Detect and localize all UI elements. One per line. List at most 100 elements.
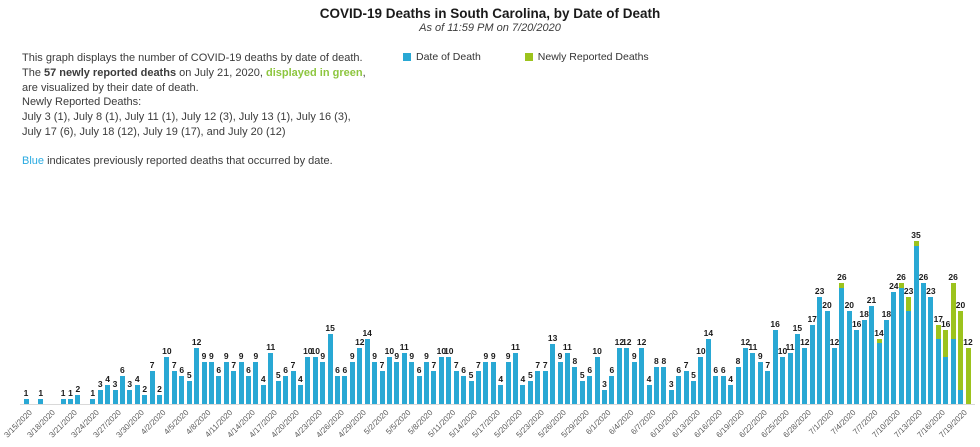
bar-segment-date-of-death bbox=[891, 292, 897, 404]
bar-segment-date-of-death bbox=[535, 371, 541, 404]
bar-segment-date-of-death bbox=[246, 376, 251, 404]
bar-segment-date-of-death bbox=[846, 310, 852, 404]
bar-segment-date-of-death bbox=[691, 380, 696, 404]
bar-segment-date-of-death bbox=[639, 348, 645, 404]
bar bbox=[780, 357, 785, 404]
bar-segment-date-of-death bbox=[735, 366, 741, 404]
bar-value-label: 5 bbox=[275, 369, 281, 380]
bar-segment-date-of-death bbox=[490, 362, 496, 404]
bar bbox=[431, 371, 437, 404]
bar-value-label: 4 bbox=[105, 374, 110, 385]
bar-segment-date-of-death bbox=[157, 394, 162, 404]
x-axis-line bbox=[20, 404, 975, 405]
bar-value-label: 5 bbox=[579, 369, 585, 380]
bar bbox=[238, 362, 244, 404]
bar-value-label: 11 bbox=[511, 341, 520, 352]
bar-segment-date-of-death bbox=[357, 348, 363, 404]
bar-value-label: 7 bbox=[431, 360, 437, 371]
bar-value-label: 1 bbox=[68, 388, 73, 399]
bar-segment-date-of-death bbox=[609, 376, 615, 404]
bar bbox=[965, 348, 971, 404]
bar-value-label: 4 bbox=[520, 374, 526, 385]
bar bbox=[668, 390, 674, 404]
bar bbox=[832, 348, 837, 404]
bar-segment-date-of-death bbox=[513, 352, 518, 404]
bar bbox=[550, 343, 556, 404]
bar-segment-newly-reported bbox=[935, 324, 941, 339]
bar-value-label: 12 bbox=[963, 337, 973, 348]
bar-value-label: 9 bbox=[557, 351, 563, 362]
bar-value-label: 11 bbox=[266, 341, 276, 352]
bar bbox=[602, 390, 607, 404]
bar bbox=[246, 376, 251, 404]
bar-segment-date-of-death bbox=[950, 338, 956, 404]
bar-segment-date-of-death bbox=[68, 399, 73, 404]
bar bbox=[275, 380, 281, 404]
bar-value-label: 3 bbox=[112, 379, 118, 389]
bar-segment-date-of-death bbox=[772, 329, 778, 404]
bar bbox=[564, 352, 570, 404]
bar-segment-date-of-death bbox=[542, 371, 548, 404]
bar-value-label: 6 bbox=[720, 365, 726, 376]
bar-segment-date-of-death bbox=[661, 366, 667, 404]
bar-value-label: 7 bbox=[149, 360, 155, 371]
bar-value-label: 23 bbox=[903, 285, 914, 296]
bar-value-label: 18 bbox=[859, 309, 869, 320]
bar bbox=[208, 362, 214, 404]
bar-segment-date-of-death bbox=[327, 334, 333, 404]
bar-segment-date-of-death bbox=[505, 362, 511, 404]
bar bbox=[290, 371, 296, 404]
bar-segment-date-of-death bbox=[379, 371, 385, 404]
bar-segment-date-of-death bbox=[290, 371, 296, 404]
bar bbox=[943, 329, 949, 405]
bar-segment-date-of-death bbox=[171, 371, 177, 404]
bar bbox=[216, 376, 222, 404]
bar-segment-date-of-death bbox=[142, 394, 148, 404]
bar-value-label: 14 bbox=[703, 327, 714, 338]
bar bbox=[854, 329, 860, 404]
bar-segment-newly-reported bbox=[913, 241, 919, 246]
bar-value-label: 9 bbox=[757, 351, 763, 362]
bar-value-label: 20 bbox=[955, 299, 966, 310]
bar bbox=[357, 348, 363, 404]
bar-value-label: 12 bbox=[355, 337, 365, 348]
bar-segment-date-of-death bbox=[186, 380, 192, 404]
bar-value-label: 3 bbox=[127, 379, 133, 389]
bar-value-label: 23 bbox=[814, 285, 825, 296]
bar-value-label: 5 bbox=[468, 369, 474, 380]
bar bbox=[653, 366, 659, 404]
bar bbox=[483, 362, 489, 404]
bar-segment-date-of-death bbox=[23, 399, 29, 404]
bar-value-label: 4 bbox=[260, 374, 266, 385]
bar bbox=[75, 394, 81, 404]
bar-value-label: 13 bbox=[547, 332, 558, 343]
bar-value-label: 12 bbox=[740, 337, 751, 348]
bar-value-label: 20 bbox=[822, 299, 832, 310]
bar-segment-date-of-death bbox=[105, 385, 111, 404]
bar-segment-date-of-death bbox=[475, 371, 481, 404]
bar bbox=[253, 362, 259, 404]
bar bbox=[646, 385, 652, 404]
description-block: This graph displays the number of COVID-… bbox=[22, 51, 372, 169]
bar-value-label: 8 bbox=[654, 355, 659, 366]
bar-segment-newly-reported bbox=[906, 296, 912, 311]
bar-segment-date-of-death bbox=[179, 376, 185, 404]
bar-segment-date-of-death bbox=[928, 296, 934, 404]
bar bbox=[817, 296, 823, 404]
bar bbox=[312, 357, 318, 404]
bar bbox=[379, 371, 385, 404]
bar-value-label: 6 bbox=[216, 365, 222, 376]
bar-segment-date-of-death bbox=[631, 362, 637, 404]
bar-segment-date-of-death bbox=[112, 390, 118, 404]
bar-value-label: 6 bbox=[587, 365, 593, 376]
bar-value-label: 10 bbox=[303, 346, 313, 357]
bar-value-label: 17 bbox=[933, 313, 944, 324]
bar-value-label: 9 bbox=[631, 351, 637, 362]
bar-value-label: 9 bbox=[483, 351, 489, 362]
bar-segment-date-of-death bbox=[90, 399, 96, 404]
bar-segment-date-of-death bbox=[446, 357, 452, 404]
bar-segment-date-of-death bbox=[698, 357, 704, 404]
bar bbox=[23, 399, 29, 404]
bar-value-label: 9 bbox=[505, 351, 511, 362]
